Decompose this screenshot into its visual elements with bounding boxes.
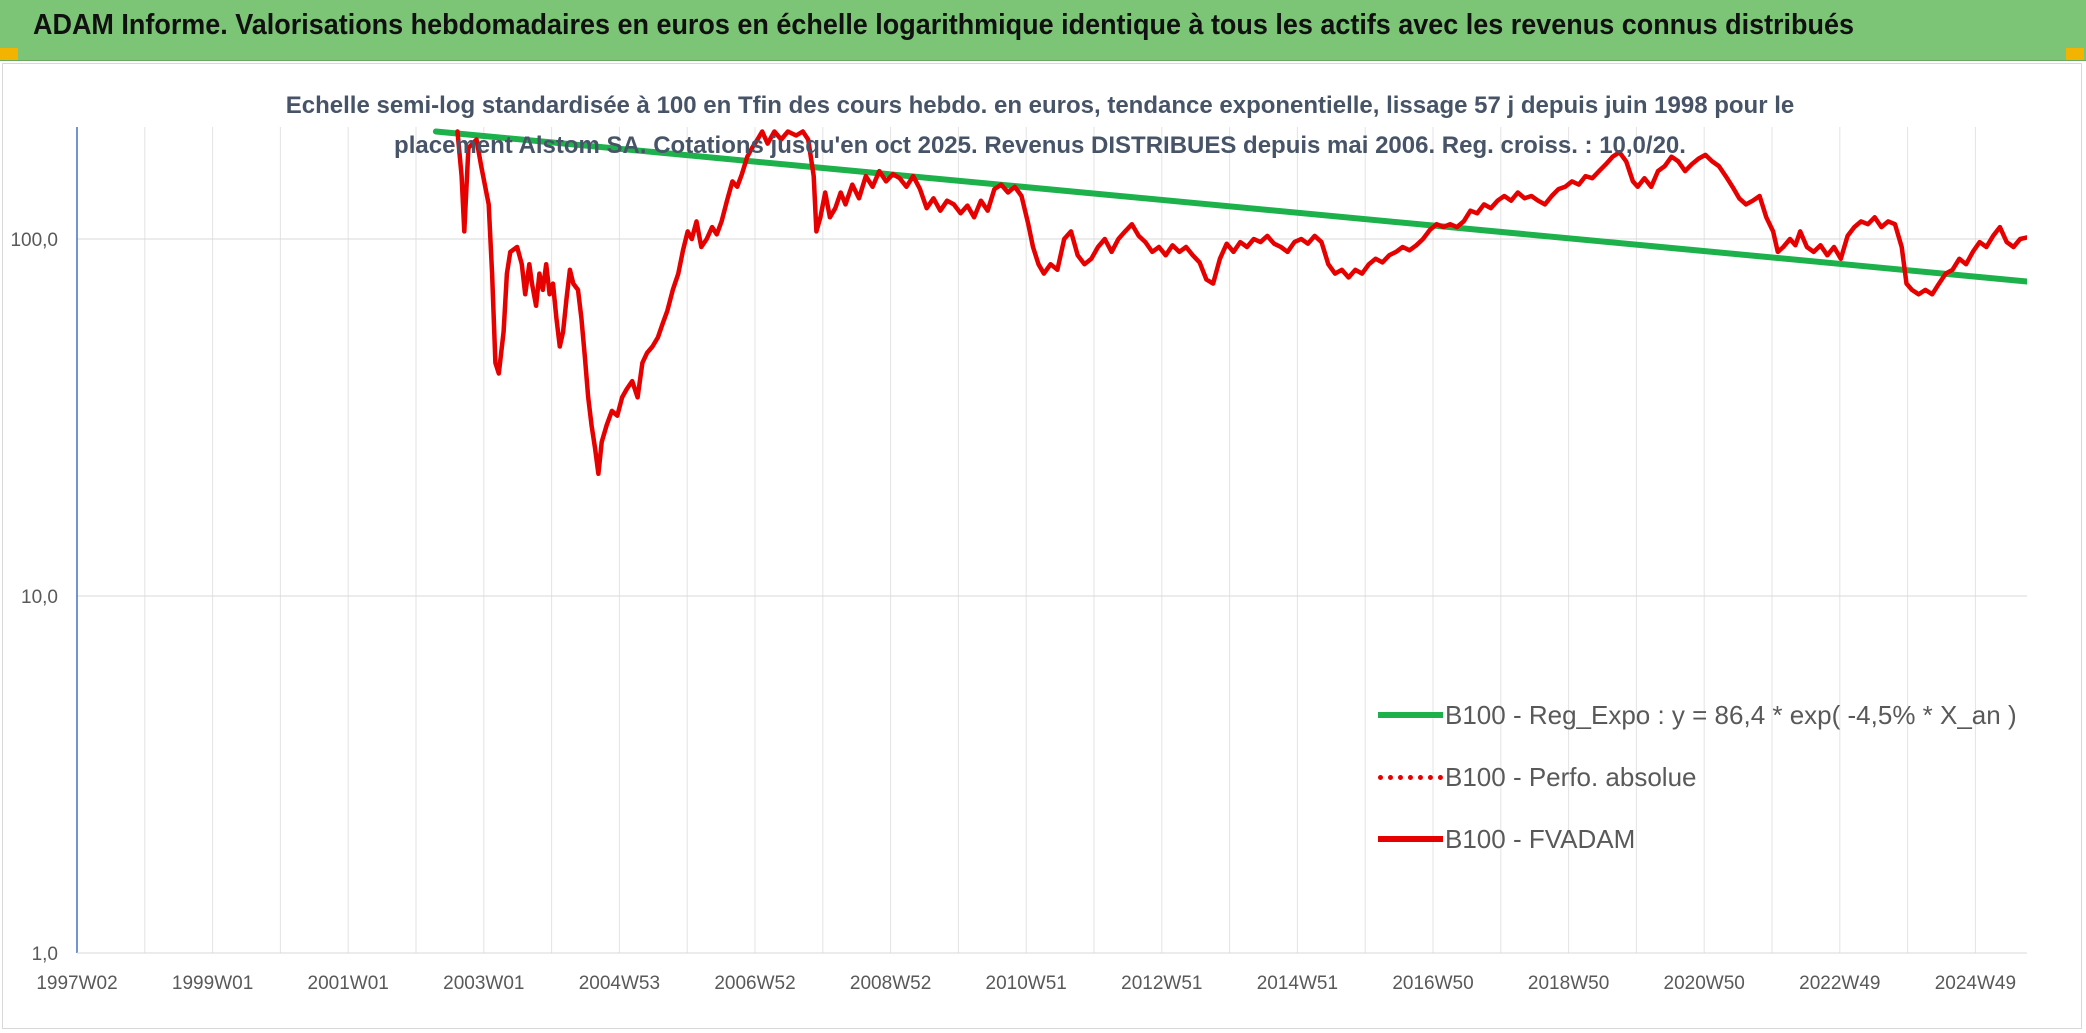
legend-swatch-regression	[1378, 712, 1443, 718]
header-banner: ADAM Informe. Valorisations hebdomadaire…	[0, 0, 2086, 61]
x-tick-label: 2008W52	[850, 973, 931, 994]
x-tick-label: 2024W49	[1935, 973, 2016, 994]
y-tick-label: 10,0	[21, 587, 58, 608]
x-tick-label: 2012W51	[1121, 973, 1202, 994]
legend-label-perf-absolue: B100 - Perfo. absolue	[1445, 761, 1697, 792]
legend-item-fvadam: B100 - FVADAM	[1378, 808, 2017, 870]
legend-label-fvadam: B100 - FVADAM	[1445, 823, 1636, 854]
legend-label-regression: B100 - Reg_Expo : y = 86,4 * exp( -4,5% …	[1445, 699, 2017, 730]
x-tick-label: 2001W01	[308, 973, 389, 994]
page-title: ADAM Informe. Valorisations hebdomadaire…	[33, 9, 1854, 41]
x-tick-label: 2004W53	[579, 973, 660, 994]
series-line-regression	[432, 128, 2027, 285]
chart-title: Echelle semi-log standardisée à 100 en T…	[285, 92, 1795, 159]
x-tick-label: 2016W50	[1392, 973, 1473, 994]
corner-mark-right	[2066, 48, 2084, 60]
y-tick-label: 100,0	[10, 230, 58, 251]
legend-swatch-fvadam	[1378, 836, 1443, 842]
x-tick-label: 2020W50	[1664, 973, 1745, 994]
legend-swatch-perf-absolue	[1378, 774, 1443, 780]
x-tick-label: 2022W49	[1799, 973, 1880, 994]
x-tick-label: 1997W02	[36, 973, 117, 994]
corner-mark-left	[0, 48, 18, 60]
x-tick-label: 2010W51	[986, 973, 1067, 994]
x-tick-label: 2014W51	[1257, 973, 1338, 994]
legend-item-regression: B100 - Reg_Expo : y = 86,4 * exp( -4,5% …	[1378, 684, 2017, 746]
legend: B100 - Reg_Expo : y = 86,4 * exp( -4,5% …	[1378, 684, 2017, 870]
legend-item-perf-absolue: B100 - Perfo. absolue	[1378, 746, 2017, 808]
y-tick-label: 1,0	[32, 944, 58, 965]
series-line-fvadam	[455, 129, 2027, 477]
x-tick-label: 2003W01	[443, 973, 524, 994]
x-tick-label: 1999W01	[172, 973, 253, 994]
x-tick-label: 2018W50	[1528, 973, 1609, 994]
x-tick-label: 2006W52	[714, 973, 795, 994]
